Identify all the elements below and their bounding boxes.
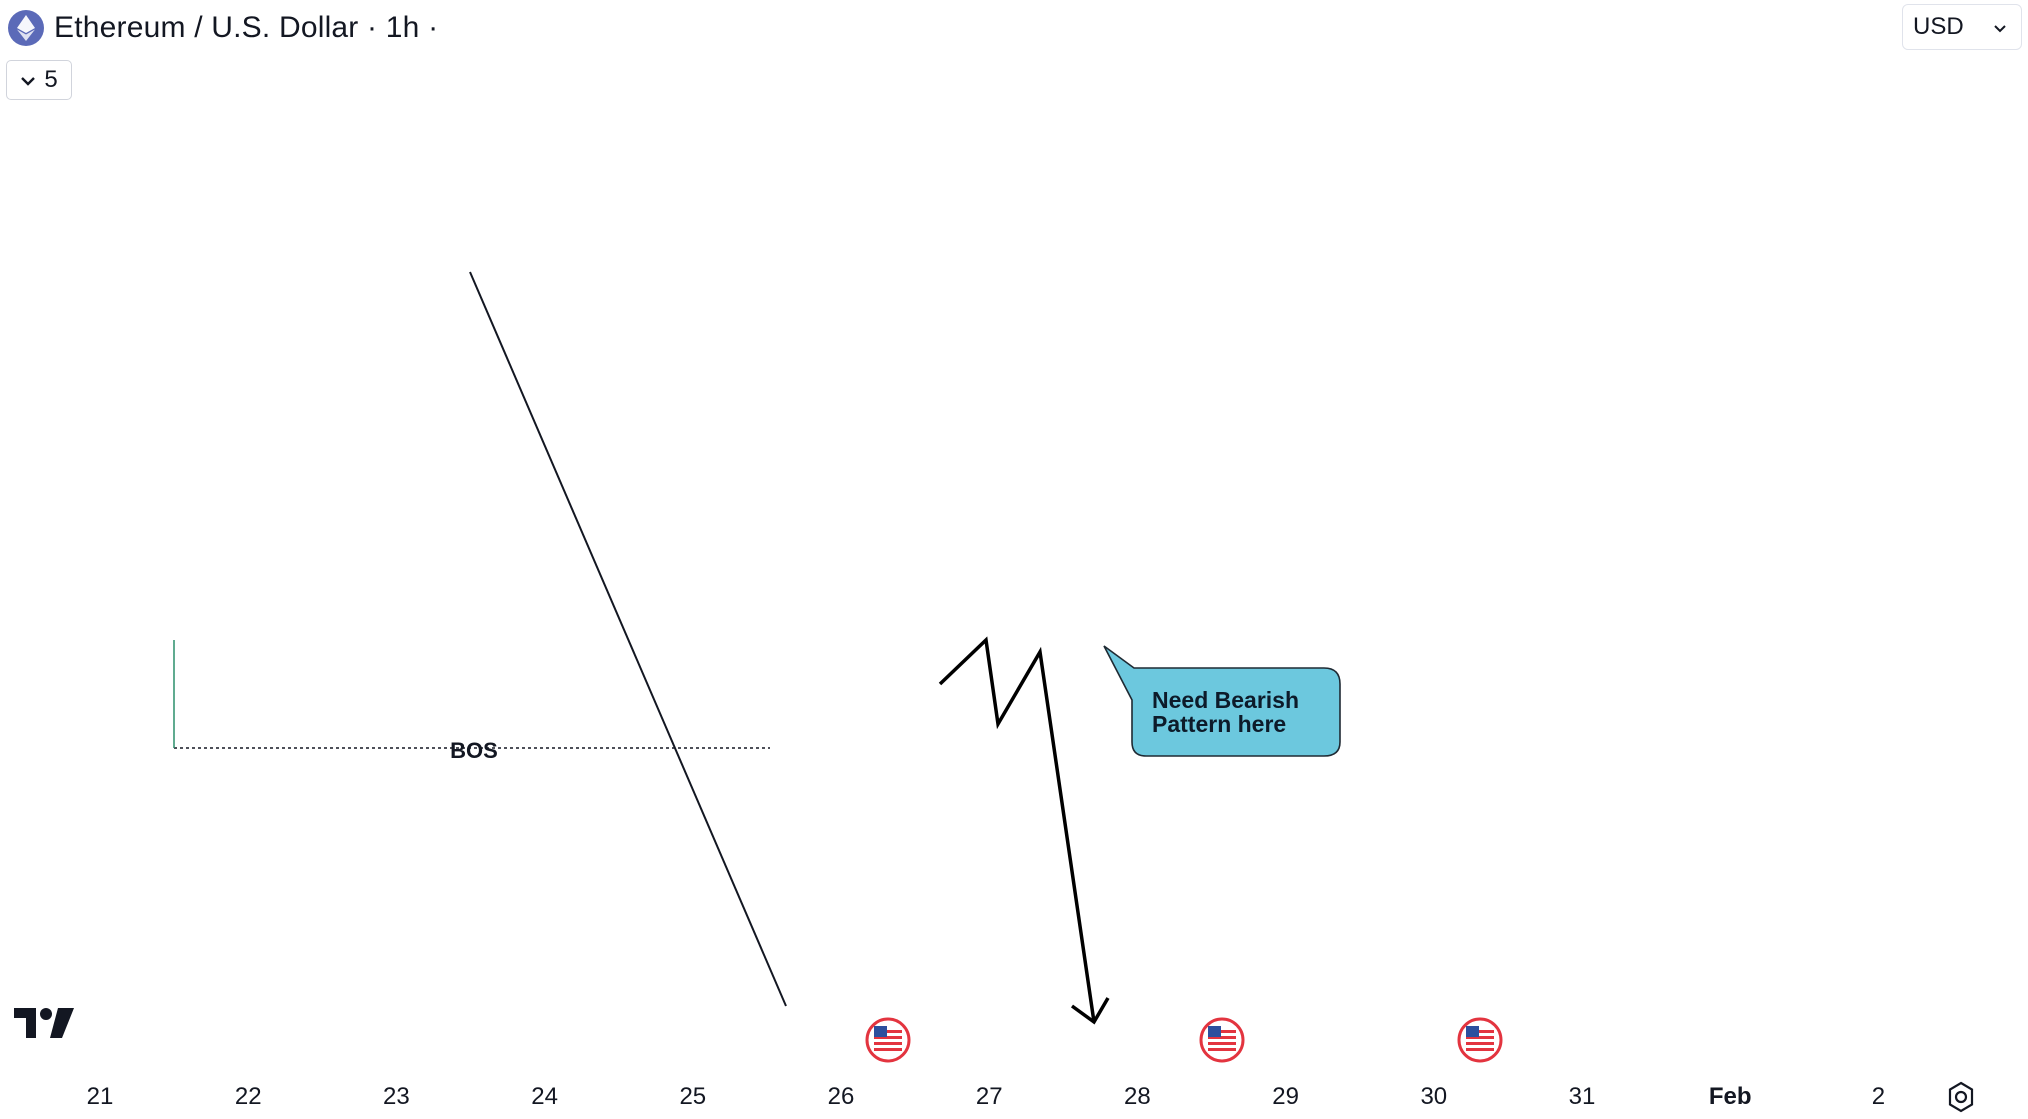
us-flag-stripe bbox=[1208, 1036, 1236, 1039]
chevron-down-icon bbox=[1993, 13, 2007, 41]
symbol-title[interactable]: Ethereum / U.S. Dollar · 1h · bbox=[54, 11, 439, 44]
indicator-count: 5 bbox=[44, 66, 58, 93]
x-tick-label: 22 bbox=[235, 1083, 262, 1110]
x-tick-label: 23 bbox=[383, 1083, 410, 1110]
x-tick-label: Feb bbox=[1709, 1083, 1752, 1110]
us-flag-icon[interactable] bbox=[1199, 1017, 1245, 1063]
bos-label: BOS bbox=[450, 738, 498, 763]
us-flag-stripe bbox=[874, 1030, 902, 1033]
us-flag-stripe bbox=[874, 1048, 902, 1051]
callout-bubble bbox=[1103, 645, 1341, 757]
indicators-toggle-button[interactable]: 5 bbox=[6, 60, 72, 100]
us-flag-icon[interactable] bbox=[1457, 1017, 1503, 1063]
us-flag-stripe bbox=[874, 1036, 902, 1039]
us-flag-stripe bbox=[1208, 1042, 1236, 1045]
us-flag-stripe bbox=[1466, 1042, 1494, 1045]
us-flag-stripe bbox=[874, 1042, 902, 1045]
us-flag-ring bbox=[1199, 1017, 1245, 1063]
currency-label: USD bbox=[1913, 13, 1964, 40]
us-flag-stripe bbox=[1208, 1030, 1236, 1033]
chevron-down-icon bbox=[20, 66, 36, 94]
currency-selector[interactable]: USD bbox=[1902, 4, 2022, 50]
us-flag-stripe bbox=[1466, 1048, 1494, 1051]
us-flag-ring bbox=[865, 1017, 911, 1063]
projection-arrowhead bbox=[1070, 997, 1110, 1025]
us-flag-stripe bbox=[1466, 1030, 1494, 1033]
us-flag-canton bbox=[1466, 1026, 1479, 1037]
x-tick-label: 25 bbox=[679, 1083, 706, 1110]
tradingview-logo[interactable] bbox=[12, 1006, 76, 1045]
time-axis: 21 22 23 24 25 26 27 28 29 30 31 Feb 2 bbox=[87, 1083, 1885, 1110]
us-flag-stripe bbox=[1466, 1036, 1494, 1039]
x-tick-label: 29 bbox=[1272, 1083, 1299, 1110]
projection-path bbox=[938, 636, 1096, 1023]
x-tick-label: 27 bbox=[976, 1083, 1003, 1110]
us-flag-canton bbox=[874, 1026, 887, 1037]
x-tick-label: 24 bbox=[531, 1083, 558, 1110]
settings-icon[interactable] bbox=[1944, 1080, 1978, 1119]
x-tick-label: 31 bbox=[1569, 1083, 1596, 1110]
us-flag-icon[interactable] bbox=[865, 1017, 911, 1063]
x-tick-label: 28 bbox=[1124, 1083, 1151, 1110]
symbol-header: Ethereum / U.S. Dollar · 1h · bbox=[8, 6, 438, 50]
x-tick-label: 26 bbox=[828, 1083, 855, 1110]
callout-line-2: Pattern here bbox=[1152, 711, 1286, 737]
callout-line-1: Need Bearish bbox=[1152, 687, 1299, 713]
us-flag-canton bbox=[1208, 1026, 1221, 1037]
x-tick-label: 21 bbox=[87, 1083, 114, 1110]
annotation-layer: 0.6180.5Support Become ResistanceBOSNeed… bbox=[173, 271, 1503, 1063]
fib-swing-line bbox=[469, 271, 787, 1007]
us-flag-stripe bbox=[1208, 1048, 1236, 1051]
us-flag-ring bbox=[1457, 1017, 1503, 1063]
x-tick-label: 2 bbox=[1872, 1083, 1885, 1110]
x-tick-label: 30 bbox=[1420, 1083, 1447, 1110]
ethereum-icon bbox=[8, 10, 44, 46]
